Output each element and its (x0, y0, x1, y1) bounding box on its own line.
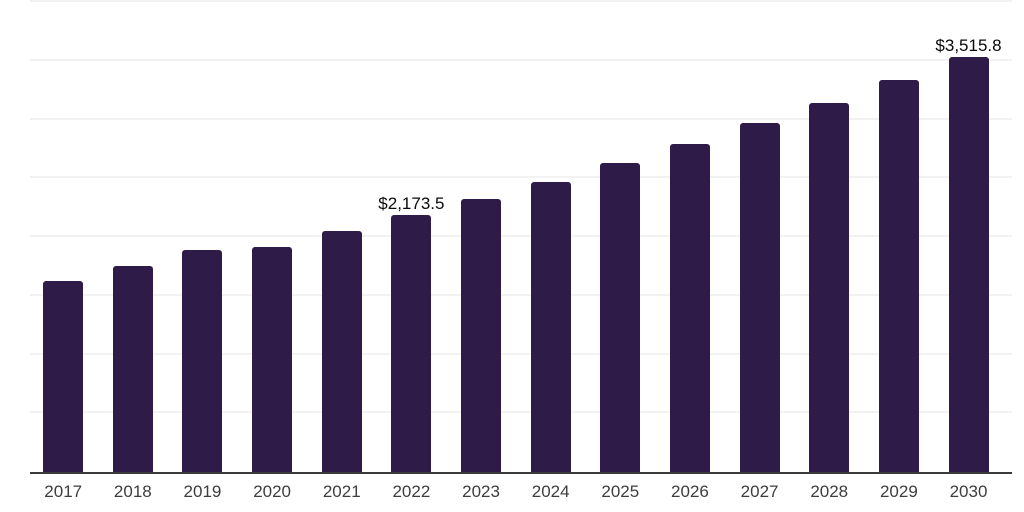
x-axis-line (30, 472, 1012, 474)
bar-2018[interactable] (112, 265, 153, 472)
x-tick-2023: 2023 (462, 482, 500, 501)
bar-2028[interactable] (809, 102, 850, 472)
gridline (30, 58, 1012, 61)
x-tick-2026: 2026 (671, 482, 709, 501)
bar-2029[interactable] (878, 79, 919, 472)
value-label-2030: $3,515.8 (935, 35, 1002, 55)
x-tick-2019: 2019 (183, 482, 222, 501)
x-tick-2029: 2029 (879, 482, 918, 501)
gridline (30, 411, 1012, 414)
x-tick-2028: 2028 (810, 482, 849, 501)
value-label-2022: $2,173.5 (378, 193, 445, 213)
bar-2019[interactable] (182, 250, 223, 472)
x-tick-2018: 2018 (113, 482, 152, 501)
x-tick-2017: 2017 (44, 482, 83, 501)
x-tick-2022: 2022 (392, 482, 431, 501)
bar-2026[interactable] (669, 143, 710, 472)
gridline (30, 235, 1012, 237)
x-tick-2030: 2030 (949, 482, 988, 501)
bar-2024[interactable] (530, 181, 571, 472)
gridline (30, 293, 1012, 296)
bar-2021[interactable] (321, 231, 362, 472)
plot-area: 2017 2018 2019 2020 2021 $2,173.5 2022 2023 2024… (30, 0, 1012, 501)
bar-2023[interactable] (461, 198, 502, 472)
x-tick-2025: 2025 (601, 482, 640, 501)
gridline (30, 176, 1012, 179)
bar-2027[interactable] (739, 123, 780, 472)
bar-2030[interactable] (948, 56, 989, 472)
x-tick-2020: 2020 (253, 482, 292, 501)
gridline (30, 117, 1012, 120)
bar-2025[interactable] (600, 162, 641, 472)
x-tick-2024: 2024 (531, 482, 570, 501)
gridline (30, 352, 1012, 355)
bar-2020[interactable] (252, 246, 293, 472)
bar-2022[interactable] (391, 214, 432, 472)
x-tick-2021: 2021 (322, 482, 361, 501)
bar-2017[interactable] (43, 280, 84, 472)
x-tick-2027: 2027 (740, 482, 779, 501)
gridline (30, 0, 1012, 2)
